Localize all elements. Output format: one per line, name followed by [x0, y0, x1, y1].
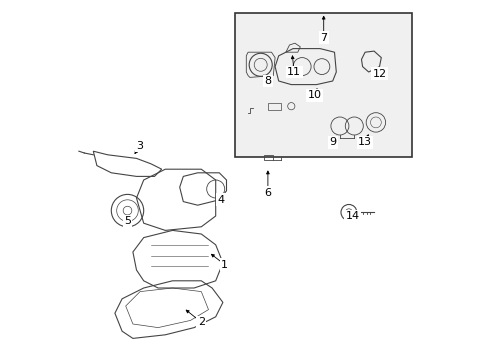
- Text: 14: 14: [345, 211, 359, 221]
- Text: 9: 9: [328, 137, 336, 147]
- Text: 6: 6: [264, 188, 271, 198]
- Text: 11: 11: [286, 67, 301, 77]
- Text: 5: 5: [124, 216, 131, 226]
- Text: 10: 10: [307, 90, 321, 100]
- Text: 8: 8: [264, 76, 271, 86]
- Text: 1: 1: [221, 260, 228, 270]
- Text: 13: 13: [357, 137, 371, 147]
- Text: 12: 12: [372, 69, 386, 79]
- Text: 3: 3: [136, 141, 143, 151]
- Bar: [235, 13, 411, 157]
- Text: 4: 4: [217, 195, 224, 205]
- Text: 2: 2: [197, 317, 204, 327]
- Text: 7: 7: [320, 33, 326, 43]
